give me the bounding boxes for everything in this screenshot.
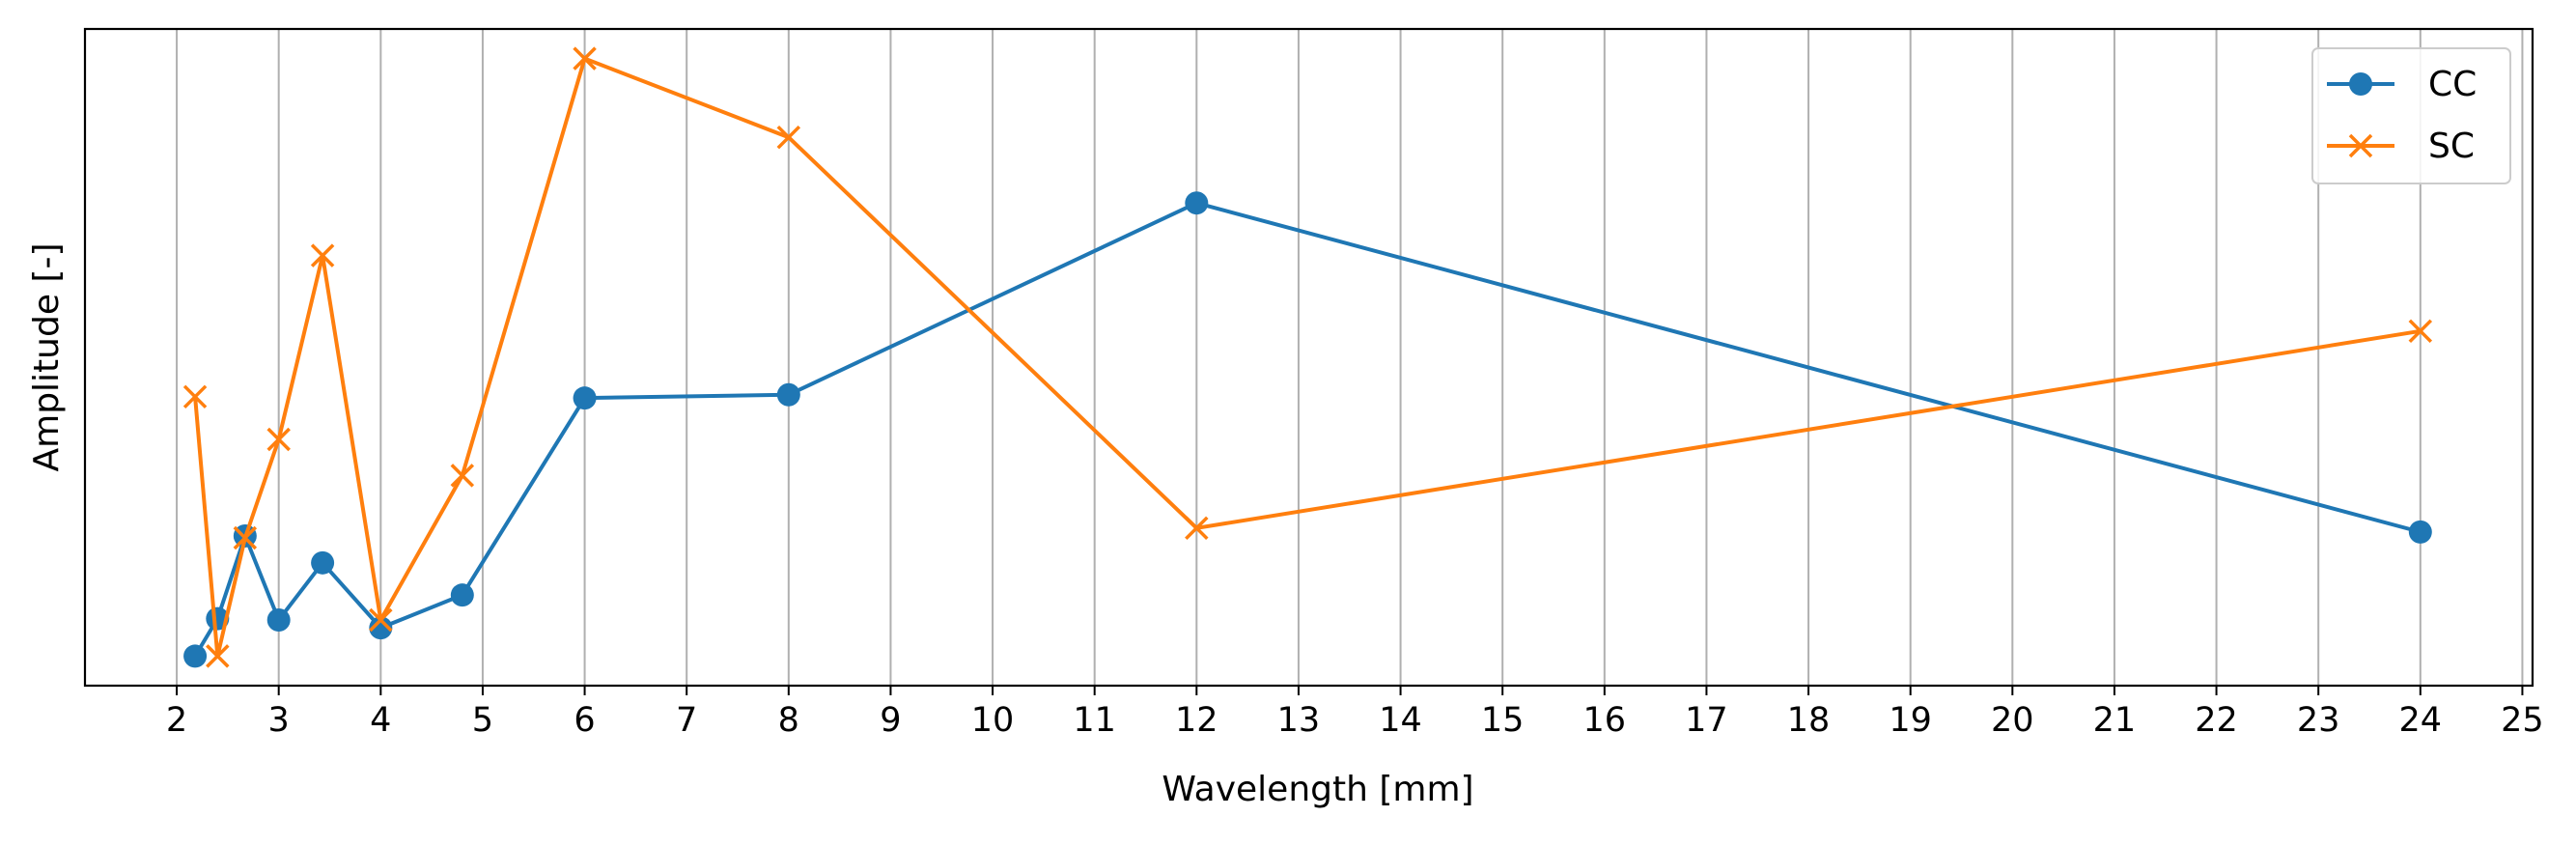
x-tick-label: 5 xyxy=(472,701,493,740)
legend-item-sc: SC xyxy=(2327,127,2475,166)
legend: CC SC xyxy=(2311,47,2511,184)
data-point-cc xyxy=(369,616,393,640)
legend-marker xyxy=(2348,133,2373,158)
x-axis-label: Wavelength [mm] xyxy=(1162,770,1473,809)
data-point-sc xyxy=(206,644,230,668)
marker-stroke xyxy=(310,243,335,268)
x-tick-label: 21 xyxy=(2093,701,2137,740)
x-tick-label: 18 xyxy=(1787,701,1831,740)
gridlines xyxy=(176,29,2524,686)
data-point-cc xyxy=(183,644,208,668)
x-tick-label: 4 xyxy=(370,701,391,740)
data-point-cc xyxy=(573,386,597,410)
marker-stroke xyxy=(776,125,801,150)
x-tick-label: 10 xyxy=(971,701,1015,740)
marker-stroke xyxy=(182,384,208,409)
data-point-sc xyxy=(266,427,291,452)
x-tick-label: 9 xyxy=(880,701,901,740)
x-tick-label: 25 xyxy=(2501,701,2544,740)
marker-stroke xyxy=(206,644,230,668)
x-tick-label: 13 xyxy=(1277,701,1321,740)
x-tick-label: 22 xyxy=(2195,701,2238,740)
x-tick-label: 15 xyxy=(1481,701,1525,740)
marker-stroke xyxy=(2408,319,2433,344)
plot-frame xyxy=(83,27,2534,688)
marker-stroke xyxy=(266,427,291,452)
data-point-sc xyxy=(450,464,475,488)
data-point-cc xyxy=(776,382,800,407)
x-tick-label: 19 xyxy=(1889,701,1932,740)
data-point-sc xyxy=(369,607,393,633)
marker-stroke xyxy=(1185,516,1209,541)
legend-label: CC xyxy=(2428,65,2477,104)
data-point-sc xyxy=(1185,516,1209,541)
x-tick-label: 2 xyxy=(166,701,187,740)
legend-label: SC xyxy=(2428,127,2475,166)
marker-stroke xyxy=(233,525,258,550)
data-point-cc xyxy=(1185,191,1209,215)
data-point-cc xyxy=(450,583,474,607)
data-point-sc xyxy=(573,46,597,70)
x-tick-label: 14 xyxy=(1379,701,1422,740)
axes: 2 3 4 5 6 7 8 9 10 11 12 13 14 15 16 17 18 19 20 21 22 23 24 25 xyxy=(166,686,2544,740)
marker-stroke xyxy=(369,607,393,633)
marker-stroke xyxy=(573,46,597,70)
y-axis-label: Amplitude [-] xyxy=(27,242,67,471)
x-tick-label: 11 xyxy=(1073,701,1116,740)
x-tick-label: 6 xyxy=(574,701,595,740)
legend-marker xyxy=(2349,72,2372,96)
legend-box xyxy=(2311,47,2511,184)
data-point-sc xyxy=(776,125,801,150)
data-point-sc xyxy=(2408,319,2433,344)
data-point-sc xyxy=(182,384,208,409)
marker-stroke xyxy=(450,464,475,488)
x-tick-label: 20 xyxy=(1991,701,2034,740)
x-tick-label: 17 xyxy=(1685,701,1728,740)
data-point-cc xyxy=(311,550,335,575)
data-point-cc xyxy=(266,608,291,632)
x-tick-label: 8 xyxy=(778,701,799,740)
x-tick-label: 24 xyxy=(2399,701,2443,740)
x-tick-label: 16 xyxy=(1583,701,1627,740)
x-tick-label: 23 xyxy=(2297,701,2340,740)
data-point-sc xyxy=(310,243,335,268)
x-tick-label: 12 xyxy=(1175,701,1218,740)
data-point-cc xyxy=(2408,520,2432,544)
x-tick-label: 7 xyxy=(676,701,697,740)
data-point-sc xyxy=(233,525,258,550)
series-layer xyxy=(182,46,2433,668)
x-tick-label: 3 xyxy=(268,701,290,740)
legend-item-cc: CC xyxy=(2327,65,2477,104)
